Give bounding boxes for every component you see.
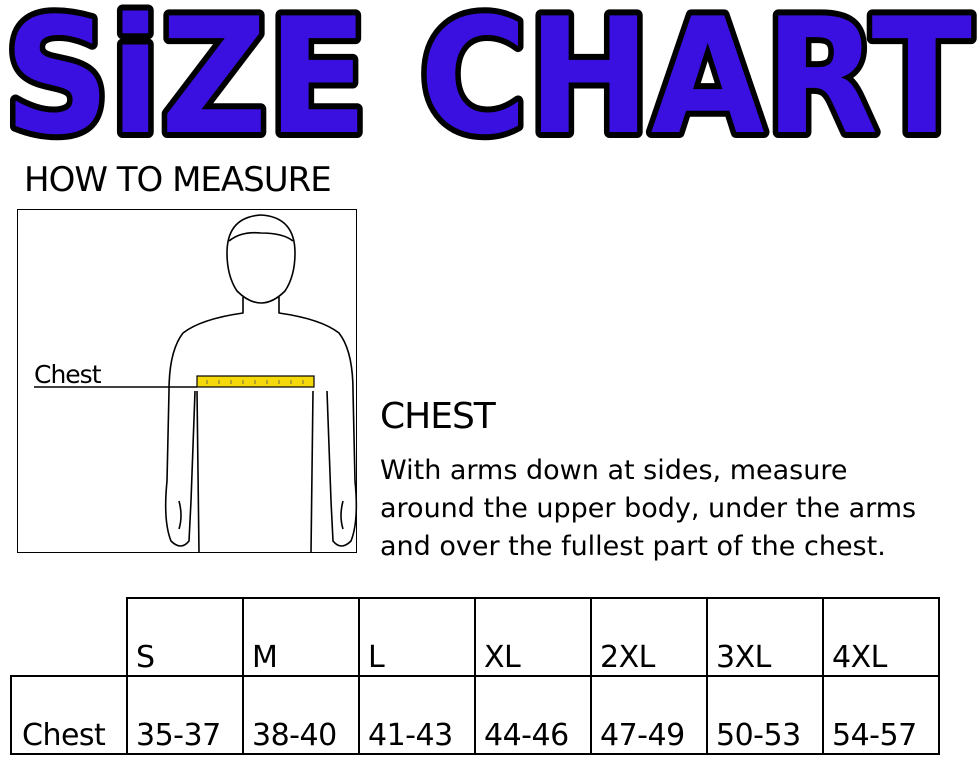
empty-corner-cell — [11, 598, 127, 676]
size-header: 3XL — [706, 597, 824, 677]
chest-value: 41-43 — [358, 675, 476, 755]
size-header: L — [358, 597, 476, 677]
chest-value: 50-53 — [706, 675, 824, 755]
size-header: XL — [474, 597, 592, 677]
size-header: M — [242, 597, 360, 677]
chest-value: 35-37 — [126, 675, 244, 755]
row-label: Chest — [10, 675, 128, 755]
chest-value: 44-46 — [474, 675, 592, 755]
size-header: 4XL — [822, 597, 940, 677]
chest-value: 38-40 — [242, 675, 360, 755]
measuring-tape — [196, 375, 315, 388]
size-chart-title: SiZE CHART — [0, 0, 978, 150]
body-outline-illustration: Chest — [34, 214, 358, 554]
instruction-line: around the upper body, under the arms — [380, 493, 917, 524]
chest-heading: CHEST — [380, 396, 496, 437]
chest-row: Chest 35-37 38-40 41-43 44-46 47-49 50-5… — [10, 675, 940, 755]
chest-value: 47-49 — [590, 675, 708, 755]
size-header-row: S M L XL 2XL 3XL 4XL — [11, 597, 940, 677]
instruction-line: With arms down at sides, measure — [380, 455, 848, 486]
instruction-line: and over the fullest part of the chest. — [380, 531, 886, 562]
title-text: SiZE CHART — [4, 0, 972, 150]
chest-value: 54-57 — [822, 675, 940, 755]
size-header: 2XL — [590, 597, 708, 677]
chest-figure-label: Chest — [34, 360, 102, 389]
size-header: S — [126, 597, 244, 677]
chest-instructions: With arms down at sides, measure around … — [380, 452, 978, 566]
how-to-measure-heading: HOW TO MEASURE — [24, 160, 332, 200]
measurement-figure: Chest — [17, 209, 358, 554]
size-table: S M L XL 2XL 3XL 4XL Chest 35-37 38-40 4… — [10, 597, 940, 755]
